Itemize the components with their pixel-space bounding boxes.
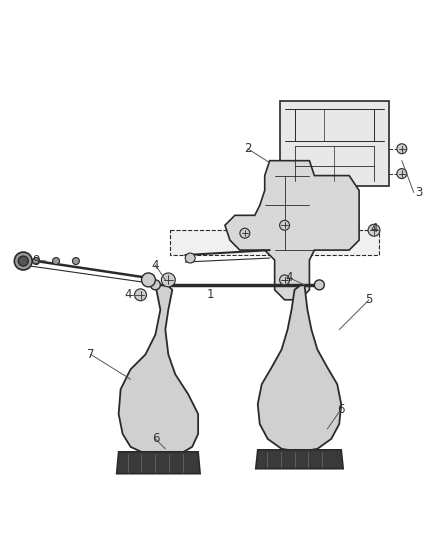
Circle shape (185, 253, 195, 263)
Polygon shape (279, 101, 389, 185)
Circle shape (397, 144, 407, 154)
Text: 4: 4 (125, 288, 132, 301)
Circle shape (141, 273, 155, 287)
Circle shape (150, 280, 160, 290)
Text: 7: 7 (87, 348, 95, 361)
Text: 3: 3 (415, 186, 422, 199)
Text: 1: 1 (206, 288, 214, 301)
Circle shape (18, 256, 28, 266)
Text: 4: 4 (286, 271, 293, 285)
Text: 9: 9 (32, 254, 40, 266)
Circle shape (397, 168, 407, 179)
Text: 4: 4 (370, 222, 378, 235)
Polygon shape (119, 285, 198, 456)
Circle shape (279, 220, 290, 230)
Circle shape (279, 275, 290, 285)
Polygon shape (258, 285, 341, 452)
Circle shape (368, 224, 380, 236)
Circle shape (240, 228, 250, 238)
Polygon shape (256, 450, 343, 469)
Polygon shape (225, 160, 359, 300)
Circle shape (53, 257, 60, 264)
Text: 4: 4 (152, 259, 159, 271)
Polygon shape (117, 452, 200, 474)
Circle shape (314, 280, 324, 290)
Circle shape (161, 273, 175, 287)
Text: 2: 2 (244, 142, 251, 155)
Text: 6: 6 (337, 402, 345, 416)
Circle shape (134, 289, 146, 301)
Text: 5: 5 (365, 293, 373, 306)
Circle shape (14, 252, 32, 270)
Text: 6: 6 (152, 432, 159, 446)
Circle shape (72, 257, 79, 264)
Circle shape (33, 257, 40, 264)
Polygon shape (170, 230, 379, 255)
